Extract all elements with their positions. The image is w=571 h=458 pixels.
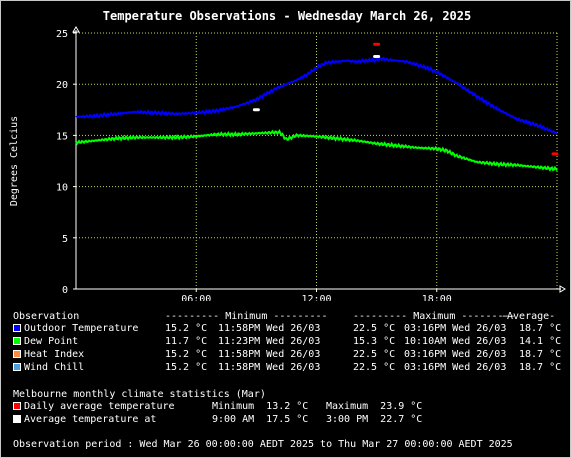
- series-line-outdoor-temperature: [75, 56, 558, 135]
- legend-max-text: 22.5 °C: [353, 362, 396, 373]
- legend-max: 22.5 °C: [353, 362, 395, 374]
- grid-lines: [76, 32, 558, 289]
- climate-value-b: 3:00 PM 22.7 °C: [326, 414, 422, 426]
- legend-avg: 18.7 °C: [519, 349, 561, 361]
- legend-header-maximum: --------- Maximum ---------: [353, 311, 516, 322]
- legend-swatch: [13, 350, 21, 358]
- legend-max-time: 03:16PM Wed 26/03: [404, 362, 506, 374]
- legend-header-minimum: --------- Minimum ---------: [165, 311, 328, 322]
- marker-daily-average-temperature: [373, 42, 381, 46]
- legend-max-time-text: 10:10AM Wed 26/03: [404, 336, 507, 347]
- series-lines: [75, 56, 558, 172]
- legend-swatch: [13, 324, 21, 332]
- legend-label-text: Dew Point: [24, 336, 79, 347]
- legend-min-time-text: 11:58PM Wed 26/03: [218, 323, 321, 334]
- legend-max: 22.5 °C: [353, 323, 395, 335]
- legend-max-time-text: 03:16PM Wed 26/03: [404, 362, 507, 373]
- marker-daily-average-temperature: [551, 152, 559, 156]
- legend-label-text: Outdoor Temperature: [24, 323, 139, 334]
- legend-min-time-text: 11:23PM Wed 26/03: [218, 336, 321, 347]
- legend-min-time-text: 11:58PM Wed 26/03: [218, 349, 321, 360]
- legend-header-observation: Observation: [13, 311, 80, 322]
- climate-value-a: Minimum 13.2 °C: [212, 401, 308, 413]
- climate-value-b-text: Maximum 23.9 °C: [326, 401, 423, 412]
- climate-label: Daily average temperature: [13, 401, 175, 413]
- legend-label: Dew Point: [13, 336, 78, 348]
- legend-max-text: 22.5 °C: [353, 323, 396, 334]
- climate-value-a: 9:00 AM 17.5 °C: [212, 414, 308, 426]
- climate-value-b: Maximum 23.9 °C: [326, 401, 422, 413]
- y-tick-label: 5: [62, 234, 68, 245]
- y-tick-label: 10: [56, 183, 68, 194]
- chart-title: Temperature Observations - Wednesday Mar…: [103, 9, 471, 23]
- legend-min-text: 15.2 °C: [165, 349, 208, 360]
- legend-avg: 14.1 °C: [519, 336, 561, 348]
- legend-min-time: 11:58PM Wed 26/03: [218, 349, 320, 361]
- y-tick-label: 20: [56, 80, 68, 91]
- legend-label: Heat Index: [13, 349, 84, 361]
- legend-label-text: Heat Index: [24, 349, 85, 360]
- series-line-dew-point: [75, 128, 558, 172]
- climate-value-a-text: Minimum 13.2 °C: [212, 401, 309, 412]
- y-axis-label: Degrees Celcius: [9, 116, 20, 206]
- legend-min: 15.2 °C: [165, 323, 207, 335]
- legend-label: Outdoor Temperature: [13, 323, 138, 335]
- legend-max-time: 03:16PM Wed 26/03: [404, 323, 506, 335]
- marker-average-temperature-at: [373, 55, 381, 59]
- legend-min-text: 15.2 °C: [165, 362, 208, 373]
- legend-label: Wind Chill: [13, 362, 84, 374]
- climate-swatch: [13, 415, 21, 423]
- observation-period: Observation period : Wed Mar 26 00:00:00…: [13, 439, 513, 450]
- legend-avg-text: 18.7 °C: [519, 349, 562, 360]
- legend-swatch: [13, 337, 21, 345]
- y-tick-label: 15: [56, 131, 68, 142]
- legend-avg-text: 18.7 °C: [519, 362, 562, 373]
- x-axis-arrow: [559, 285, 566, 293]
- marker-average-temperature-at: [252, 108, 260, 112]
- legend-avg-text: 14.1 °C: [519, 336, 562, 347]
- legend-max: 15.3 °C: [353, 336, 395, 348]
- legend-header: Observation --------- Minimum --------- …: [13, 311, 555, 383]
- climate-swatch: [13, 402, 21, 410]
- climate-markers: [252, 42, 559, 156]
- legend-swatch: [13, 363, 21, 371]
- legend-max-time-text: 03:16PM Wed 26/03: [404, 349, 507, 360]
- legend-header-average: -Average-: [501, 311, 556, 322]
- tick-labels: 0 5 10 15 20 25 06:00 12:00 18:00: [56, 29, 452, 301]
- legend-avg-text: 18.7 °C: [519, 323, 562, 334]
- axes: [72, 26, 566, 293]
- legend-max-time: 03:16PM Wed 26/03: [404, 349, 506, 361]
- x-tick-label: 12:00: [301, 294, 331, 301]
- legend-avg: 18.7 °C: [519, 323, 561, 335]
- legend-max: 22.5 °C: [353, 349, 395, 361]
- legend-min-text: 11.7 °C: [165, 336, 208, 347]
- x-tick-label: 18:00: [422, 294, 452, 301]
- temperature-chart: Temperature Observations - Wednesday Mar…: [9, 9, 566, 301]
- legend-max-time-text: 03:16PM Wed 26/03: [404, 323, 507, 334]
- legend-max-time: 10:10AM Wed 26/03: [404, 336, 506, 348]
- legend-min-text: 15.2 °C: [165, 323, 208, 334]
- legend-max-text: 22.5 °C: [353, 349, 396, 360]
- legend-min: 11.7 °C: [165, 336, 207, 348]
- legend-avg: 18.7 °C: [519, 362, 561, 374]
- climate-value-a-text: 9:00 AM 17.5 °C: [212, 414, 309, 425]
- legend-min: 15.2 °C: [165, 349, 207, 361]
- legend-min-time: 11:23PM Wed 26/03: [218, 336, 320, 348]
- legend-min-time: 11:58PM Wed 26/03: [218, 362, 320, 374]
- legend-max-text: 15.3 °C: [353, 336, 396, 347]
- climate-label-text: Daily average temperature: [24, 401, 175, 412]
- legend-label-text: Wind Chill: [24, 362, 85, 373]
- legend-min-time: 11:58PM Wed 26/03: [218, 323, 320, 335]
- climate-heading: Melbourne monthly climate statistics (Ma…: [13, 389, 266, 400]
- climate-value-b-text: 3:00 PM 22.7 °C: [326, 414, 423, 425]
- y-axis-arrow: [72, 26, 80, 33]
- x-tick-label: 06:00: [181, 294, 211, 301]
- y-tick-label: 0: [62, 285, 68, 296]
- legend-min-time-text: 11:58PM Wed 26/03: [218, 362, 321, 373]
- legend-min: 15.2 °C: [165, 362, 207, 374]
- climate-label: Average temperature at: [13, 414, 156, 426]
- climate-label-text: Average temperature at: [24, 414, 157, 425]
- y-tick-label: 25: [56, 29, 68, 40]
